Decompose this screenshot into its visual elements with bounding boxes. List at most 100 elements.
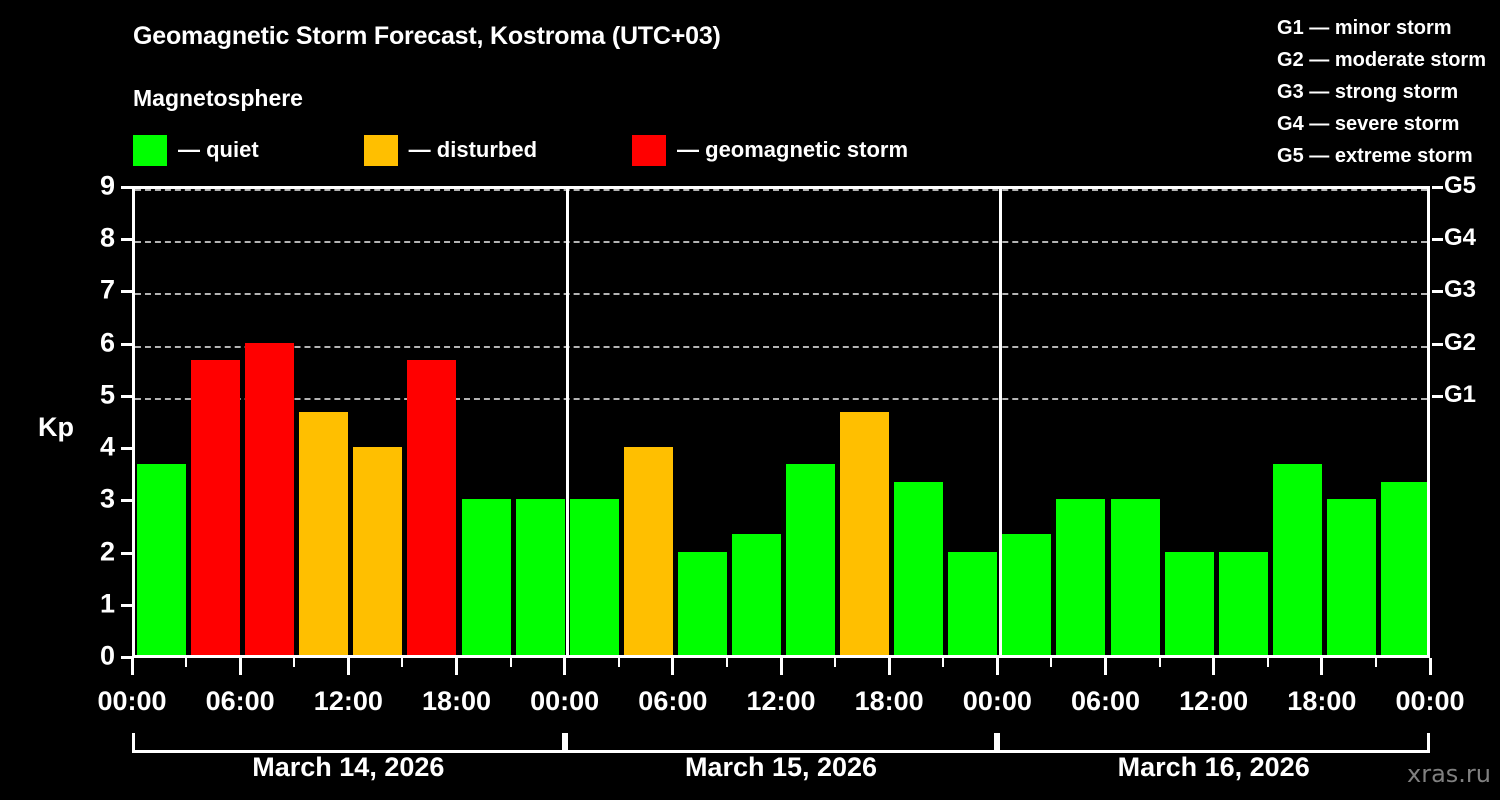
y-tick-label-2: 2	[99, 536, 115, 567]
bar	[1002, 534, 1052, 656]
g-tick-mark-G4	[1432, 238, 1443, 242]
day-separator-1	[566, 189, 570, 656]
x-tick-major	[1212, 658, 1216, 675]
bar-series	[135, 189, 1427, 656]
bar	[1380, 482, 1427, 656]
gridline-kp-9	[135, 189, 1427, 191]
bar	[353, 447, 403, 656]
x-tick-minor	[834, 658, 837, 667]
gscale-row-g3: G3 — strong storm	[1277, 81, 1459, 103]
g-tick-label-G1: G1	[1444, 380, 1477, 408]
gscale-row-g1: G1 — minor storm	[1277, 17, 1452, 39]
g-tick-label-G4: G4	[1444, 224, 1477, 252]
x-tick-label: 06:00	[205, 686, 275, 716]
x-tick-major	[1428, 658, 1432, 675]
x-tick-label: 12:00	[746, 686, 816, 716]
page-title: Geomagnetic Storm Forecast, Kostroma (UT…	[133, 22, 721, 50]
bar	[1272, 464, 1322, 656]
bar	[786, 464, 836, 656]
x-tick-label: 18:00	[854, 686, 924, 716]
x-tick-minor	[942, 658, 945, 667]
date-label-3: March 16, 2026	[1117, 752, 1310, 782]
x-tick-minor	[1266, 658, 1269, 667]
g-tick-label-G5: G5	[1444, 172, 1477, 199]
date-label-1: March 14, 2026	[252, 752, 445, 782]
bar	[137, 464, 187, 656]
g-tick-mark-G3	[1432, 290, 1443, 294]
x-tick-label: 18:00	[1287, 686, 1357, 716]
plot-area	[132, 186, 1430, 656]
y-tick-mark-5	[121, 394, 132, 398]
gridline-kp-5	[135, 397, 1427, 400]
date-label-2: March 15, 2026	[684, 752, 878, 782]
bar	[623, 447, 673, 656]
bar	[948, 551, 998, 656]
bar	[299, 412, 349, 656]
gscale-row-g5: G5 — extreme storm	[1277, 145, 1473, 167]
bar	[407, 359, 457, 656]
bar	[191, 359, 241, 656]
x-tick-label: 00:00	[962, 686, 1032, 716]
y-axis-title: Kp	[38, 412, 74, 442]
y-tick-label-1: 1	[99, 588, 115, 619]
bar	[245, 342, 295, 656]
g-tick-mark-G1	[1432, 394, 1443, 398]
bar	[1164, 551, 1214, 656]
legend-label-quiet: — quiet	[178, 137, 259, 162]
x-tick-major	[1104, 658, 1107, 675]
gridline-kp-6	[135, 345, 1427, 348]
x-tick-label: 00:00	[1395, 686, 1465, 716]
x-tick-minor	[509, 658, 512, 667]
bar	[461, 499, 511, 656]
bar	[731, 534, 781, 656]
x-axis-line	[132, 655, 1430, 658]
legend-item-quiet: — quiet	[133, 134, 259, 166]
bar	[1110, 499, 1160, 656]
date-bracket-3	[997, 733, 1430, 753]
x-tick-major	[779, 658, 783, 675]
y-tick-label-7: 7	[99, 274, 115, 305]
legend-swatch-disturbed	[363, 134, 398, 166]
x-tick-minor	[185, 658, 188, 667]
y-tick-label-4: 4	[99, 431, 115, 462]
g-tick-mark-G5	[1432, 186, 1443, 189]
y-tick-mark-1	[121, 603, 132, 607]
bar	[840, 412, 890, 656]
date-bracket-1	[132, 733, 565, 753]
bar	[1218, 551, 1268, 656]
x-tick-minor	[1050, 658, 1053, 667]
legend-item-storm: — geomagnetic storm	[632, 134, 908, 166]
x-tick-minor	[401, 658, 404, 667]
watermark: xras.ru	[1407, 760, 1491, 788]
x-tick-major	[563, 658, 567, 675]
legend-swatch-storm	[632, 134, 667, 166]
y-tick-mark-0	[121, 656, 132, 659]
x-tick-label: 18:00	[421, 686, 492, 716]
x-tick-minor	[1374, 658, 1377, 667]
y-tick-mark-2	[121, 551, 132, 555]
x-tick-minor	[293, 658, 296, 667]
bar	[677, 551, 727, 656]
gscale-row-g2: G2 — moderate storm	[1277, 49, 1486, 71]
x-tick-major	[671, 658, 675, 675]
legend-label-disturbed: — disturbed	[408, 137, 538, 162]
x-tick-label: 06:00	[1070, 686, 1141, 716]
y-tick-label-5: 5	[99, 379, 115, 410]
y-tick-mark-6	[121, 342, 132, 346]
x-tick-label: 12:00	[1179, 686, 1249, 716]
x-tick-major	[130, 658, 134, 675]
bar	[515, 499, 565, 656]
bar	[894, 482, 944, 656]
g-tick-label-G2: G2	[1444, 328, 1477, 356]
x-tick-minor	[725, 658, 728, 667]
x-tick-major	[995, 658, 999, 675]
series-label: Magnetosphere	[133, 85, 303, 111]
y-tick-mark-8	[121, 238, 132, 242]
x-tick-label: 12:00	[313, 686, 383, 716]
legend-item-disturbed: — disturbed	[363, 134, 538, 166]
y-tick-label-0: 0	[99, 640, 115, 671]
y-tick-label-9: 9	[99, 170, 115, 201]
day-separator-2	[998, 189, 1002, 656]
y-tick-mark-9	[121, 186, 132, 189]
x-tick-label: 06:00	[638, 686, 708, 716]
